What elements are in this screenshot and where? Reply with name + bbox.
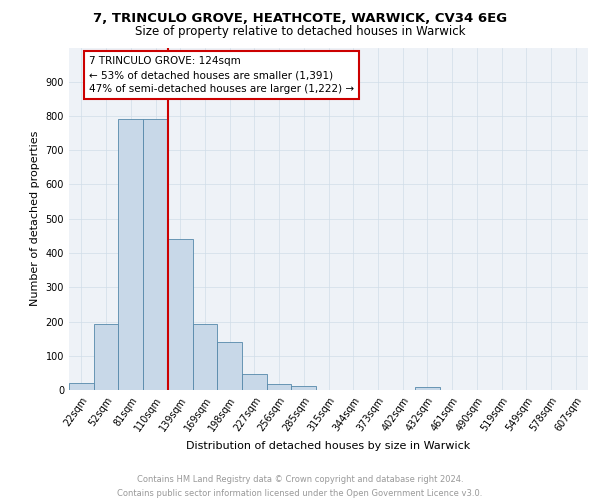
Text: Size of property relative to detached houses in Warwick: Size of property relative to detached ho… <box>135 25 465 38</box>
Bar <box>267 384 292 390</box>
Text: 7 TRINCULO GROVE: 124sqm
← 53% of detached houses are smaller (1,391)
47% of sem: 7 TRINCULO GROVE: 124sqm ← 53% of detach… <box>89 56 354 94</box>
Text: 7, TRINCULO GROVE, HEATHCOTE, WARWICK, CV34 6EG: 7, TRINCULO GROVE, HEATHCOTE, WARWICK, C… <box>93 12 507 26</box>
Bar <box>168 238 193 390</box>
Bar <box>292 386 316 390</box>
Bar <box>118 120 143 390</box>
Bar <box>94 324 118 390</box>
Text: Contains HM Land Registry data © Crown copyright and database right 2024.
Contai: Contains HM Land Registry data © Crown c… <box>118 476 482 498</box>
Bar <box>193 324 217 390</box>
X-axis label: Distribution of detached houses by size in Warwick: Distribution of detached houses by size … <box>187 442 470 452</box>
Bar <box>217 342 242 390</box>
Bar <box>415 386 440 390</box>
Bar <box>242 374 267 390</box>
Bar <box>69 383 94 390</box>
Bar <box>143 120 168 390</box>
Y-axis label: Number of detached properties: Number of detached properties <box>30 131 40 306</box>
